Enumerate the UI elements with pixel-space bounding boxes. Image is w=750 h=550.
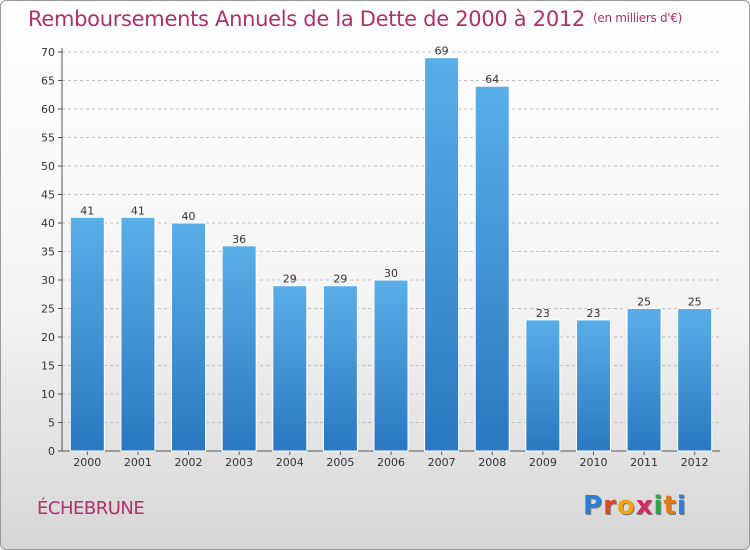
x-tick-label: 2004 — [276, 456, 304, 469]
x-tick-label: 2008 — [478, 456, 506, 469]
y-tick-label: 60 — [41, 103, 55, 116]
brand-letter: x — [635, 491, 654, 521]
bar-value-label: 25 — [688, 296, 702, 309]
bar-value-label: 69 — [435, 45, 449, 58]
bar — [322, 285, 358, 452]
brand-letter: t — [663, 491, 677, 521]
bars — [69, 57, 713, 452]
brand-letter: r — [603, 491, 617, 521]
y-tick-label: 65 — [41, 75, 55, 88]
bar-value-label: 40 — [182, 210, 196, 223]
x-tick-label: 2011 — [630, 456, 658, 469]
chart-unit: (en milliers d'€) — [593, 11, 683, 25]
x-tick-label: 2012 — [681, 456, 709, 469]
x-tick-label: 2003 — [225, 456, 253, 469]
bar-value-label: 23 — [536, 307, 550, 320]
bar-value-label: 41 — [80, 204, 94, 217]
y-tick-label: 0 — [48, 445, 55, 458]
x-tick-label: 2009 — [529, 456, 557, 469]
chart-title-text: Remboursements Annuels de la Dette de 20… — [28, 7, 585, 31]
labels: 0 5 10 15 20 25 30 35 40 45 50 55 60 65 70 41 2000 41 2001… — [41, 45, 709, 469]
commune-name: ÉCHEBRUNE — [37, 498, 145, 519]
proxiti-logo: Proxiti — [583, 491, 687, 521]
x-tick-label: 2000 — [73, 456, 101, 469]
y-tick-label: 55 — [41, 132, 55, 145]
bar — [221, 245, 257, 452]
bar-value-label: 41 — [131, 204, 145, 217]
x-tick-label: 2010 — [579, 456, 607, 469]
bar — [474, 85, 510, 452]
y-tick-label: 25 — [41, 303, 55, 316]
bar-value-label: 23 — [586, 307, 600, 320]
bar-value-label: 29 — [333, 273, 347, 286]
bar — [424, 57, 460, 452]
y-tick-label: 30 — [41, 274, 55, 287]
x-tick-label: 2001 — [124, 456, 152, 469]
bar-value-label: 64 — [485, 73, 499, 86]
x-tick-label: 2002 — [175, 456, 203, 469]
brand-letter: i — [676, 491, 687, 521]
bar-value-label: 30 — [384, 267, 398, 280]
bar — [575, 319, 611, 452]
x-tick-label: 2006 — [377, 456, 405, 469]
bar — [525, 319, 561, 452]
y-tick-label: 20 — [41, 331, 55, 344]
y-tick-label: 10 — [41, 388, 55, 401]
x-tick-label: 2007 — [428, 456, 456, 469]
bar-value-label: 25 — [637, 296, 651, 309]
bar — [171, 222, 207, 452]
y-tick-label: 40 — [41, 217, 55, 230]
bar-value-label: 29 — [283, 273, 297, 286]
y-tick-label: 45 — [41, 189, 55, 202]
brand-letter: i — [653, 491, 664, 521]
y-tick-label: 5 — [48, 417, 55, 430]
bar — [677, 308, 713, 452]
chart-title: Remboursements Annuels de la Dette de 20… — [28, 7, 682, 31]
y-tick-label: 50 — [41, 160, 55, 173]
bar — [120, 216, 156, 452]
y-tick-label: 35 — [41, 246, 55, 259]
bar-value-label: 36 — [232, 233, 246, 246]
bar — [272, 285, 308, 452]
bar — [373, 279, 409, 452]
bar — [626, 308, 662, 452]
y-tick-label: 70 — [41, 46, 55, 59]
brand-letter: P — [583, 491, 604, 521]
bar — [69, 216, 105, 452]
y-tick-label: 15 — [41, 360, 55, 373]
brand-letter: o — [616, 491, 636, 521]
x-tick-label: 2005 — [326, 456, 354, 469]
